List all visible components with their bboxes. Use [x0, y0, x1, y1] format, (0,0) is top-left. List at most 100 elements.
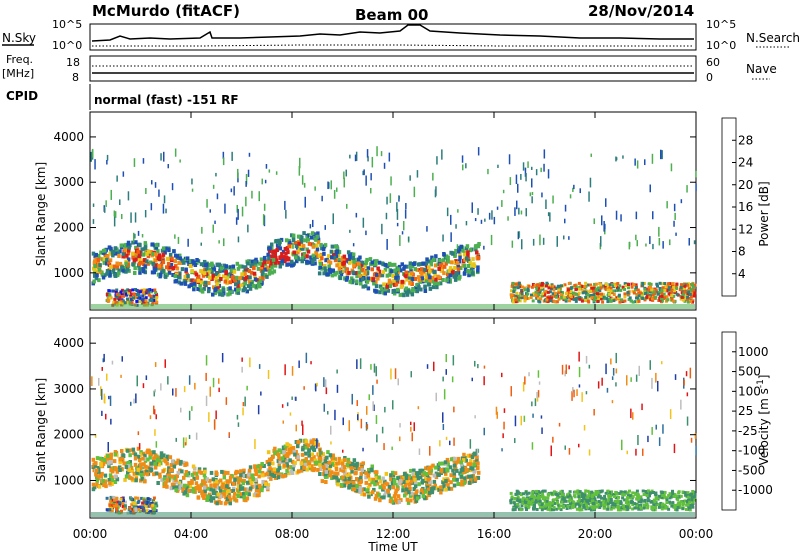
data-cell	[466, 269, 470, 273]
data-cell	[335, 270, 339, 275]
data-cell	[110, 478, 115, 482]
data-cell	[328, 260, 333, 265]
data-cell	[108, 508, 112, 512]
data-cell	[92, 271, 97, 276]
data-cell	[468, 462, 473, 467]
count-top-tick-right: 10^5	[706, 18, 736, 31]
data-cell	[657, 291, 661, 294]
data-cell	[326, 450, 330, 455]
data-cell	[324, 225, 326, 230]
velocity-ylabel: Slant Range [km]	[34, 378, 48, 482]
data-cell	[462, 480, 467, 485]
data-cell	[307, 241, 312, 246]
data-cell	[375, 259, 379, 264]
data-cell	[444, 479, 448, 483]
data-cell	[335, 245, 339, 250]
data-cell	[188, 434, 191, 440]
data-cell	[325, 387, 328, 395]
data-cell	[186, 484, 190, 489]
data-cell	[318, 265, 323, 270]
data-cell	[284, 251, 288, 256]
data-cell	[130, 401, 132, 406]
data-cell	[203, 280, 208, 285]
data-cell	[510, 293, 514, 297]
data-cell	[601, 503, 605, 507]
data-cell	[561, 493, 564, 497]
data-cell	[665, 501, 669, 504]
data-cell	[136, 454, 141, 459]
data-cell	[579, 287, 583, 291]
data-cell	[633, 506, 637, 510]
nave-tick-60: 60	[706, 56, 720, 69]
data-cell	[528, 372, 530, 377]
data-cell	[681, 503, 685, 507]
data-cell	[139, 466, 143, 471]
data-cell	[160, 477, 164, 482]
data-cell	[551, 292, 555, 296]
data-cell	[113, 504, 117, 508]
data-cell	[218, 263, 222, 268]
data-cell	[318, 467, 323, 471]
data-cell	[604, 501, 608, 504]
data-cell	[352, 263, 356, 268]
data-cell	[432, 172, 434, 181]
data-cell	[607, 493, 611, 497]
data-cell	[147, 291, 151, 295]
data-cell	[588, 294, 592, 298]
data-cell	[135, 293, 139, 296]
data-cell	[159, 451, 164, 456]
data-cell	[426, 477, 430, 482]
data-cell	[365, 271, 370, 276]
data-cell	[247, 224, 249, 233]
data-cell	[651, 507, 654, 511]
data-cell	[606, 505, 610, 509]
data-cell	[689, 300, 693, 304]
data-cell	[669, 409, 672, 420]
data-cell	[532, 413, 534, 418]
data-cell	[535, 283, 539, 287]
data-cell	[366, 424, 369, 430]
data-cell	[179, 281, 183, 286]
data-cell	[409, 268, 413, 273]
data-cell	[695, 445, 697, 456]
data-cell	[218, 488, 223, 493]
data-cell	[252, 271, 257, 276]
freq-label: Freq.	[6, 53, 33, 66]
data-cell	[491, 210, 493, 220]
data-cell	[190, 472, 195, 477]
data-cell	[590, 490, 594, 494]
data-cell	[162, 484, 166, 489]
data-cell	[124, 292, 128, 296]
data-cell	[249, 270, 254, 275]
data-cell	[237, 208, 239, 220]
data-cell	[672, 495, 676, 498]
data-cell	[283, 444, 288, 449]
data-cell	[613, 284, 617, 288]
data-cell	[359, 358, 362, 369]
data-cell	[562, 505, 565, 509]
data-cell	[515, 291, 519, 295]
data-cell	[253, 464, 257, 469]
data-cell	[561, 494, 565, 498]
data-cell	[203, 488, 207, 493]
data-cell	[371, 490, 375, 495]
data-cell	[235, 261, 240, 266]
data-cell	[304, 445, 308, 450]
data-cell	[408, 493, 413, 498]
data-cell	[98, 456, 103, 461]
data-cell	[410, 371, 412, 378]
data-cell	[118, 301, 122, 305]
data-cell	[153, 288, 157, 292]
data-cell	[142, 383, 145, 389]
data-cell	[439, 485, 443, 490]
data-cell	[652, 211, 654, 220]
data-cell	[449, 480, 453, 485]
data-cell	[381, 270, 386, 275]
data-cell	[125, 301, 129, 305]
data-cell	[568, 490, 572, 494]
data-cell	[424, 275, 429, 280]
data-cell	[95, 478, 99, 483]
data-cell	[536, 492, 540, 496]
data-cell	[345, 275, 350, 280]
data-cell	[618, 284, 622, 288]
